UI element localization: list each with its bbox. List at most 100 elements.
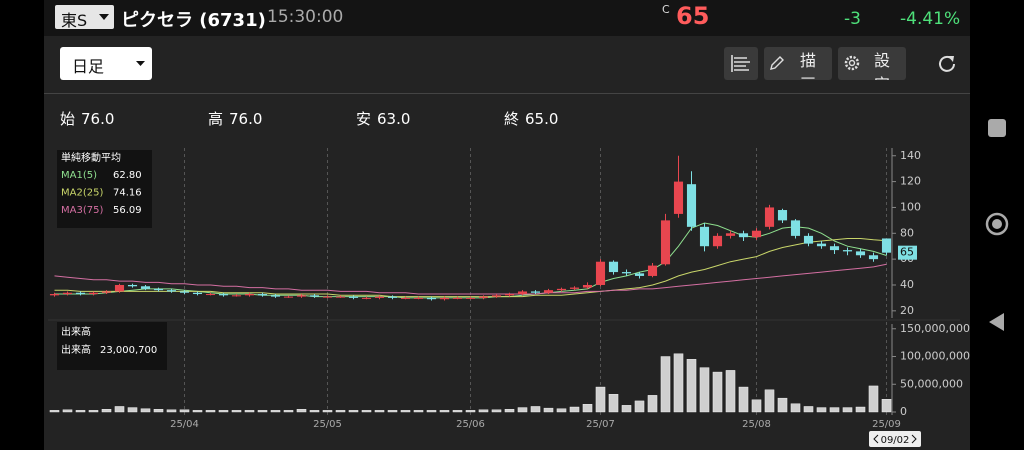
candle-body — [270, 295, 281, 297]
volume-title: 出来高 — [61, 325, 91, 338]
volume-bar — [127, 407, 138, 413]
volume-bar — [361, 410, 372, 413]
volume-bar — [283, 410, 294, 413]
volume-bar — [881, 399, 892, 413]
gear-icon — [844, 55, 860, 71]
volume-bar — [166, 409, 177, 413]
volume-bar — [738, 386, 749, 413]
refresh-button[interactable] — [937, 53, 957, 73]
volume-bar — [816, 407, 827, 413]
stock-name: ピクセラ (6731) — [121, 10, 266, 31]
y-tick-label: 20 — [900, 304, 914, 317]
volume-bar — [62, 409, 73, 413]
volume-bar — [517, 407, 528, 413]
volume-bar — [803, 406, 814, 413]
volume-bar — [634, 400, 645, 413]
candle-body — [465, 297, 476, 299]
volume-bar — [673, 353, 684, 413]
volume-bar — [608, 394, 619, 413]
list-icon — [731, 55, 750, 72]
volume-bar — [790, 403, 801, 413]
exchange-select[interactable]: 東S — [55, 5, 114, 30]
volume-bar — [322, 410, 333, 413]
y-tick-label: 80 — [900, 226, 914, 239]
candle-body — [777, 210, 788, 221]
cursor-arrow-left — [873, 434, 879, 444]
candle-body — [764, 207, 775, 227]
price: 65 — [676, 2, 710, 30]
ohlc-value: 76.0 — [229, 110, 263, 128]
candle-body — [348, 296, 359, 298]
candle-body — [114, 284, 125, 292]
volume-bar — [595, 386, 606, 413]
cursor-date-box — [869, 431, 921, 447]
candle-body — [374, 296, 385, 298]
candle-body — [140, 286, 151, 289]
candle-body — [543, 290, 554, 293]
cursor-date: 09/02 — [881, 435, 910, 446]
candle-body — [88, 292, 99, 295]
candle-body — [426, 297, 437, 300]
volume-legend-value: 23,000,700 — [100, 345, 157, 356]
volume-bar — [647, 395, 658, 413]
candle-body — [244, 294, 255, 296]
candle-body — [621, 272, 632, 274]
y-tick-label: 0 — [900, 405, 907, 418]
volume-bar — [244, 410, 255, 413]
volume-bar — [140, 408, 151, 413]
candle-body — [400, 297, 411, 299]
volume-bar — [452, 410, 463, 413]
volume-bar — [348, 410, 359, 413]
candle-body — [504, 294, 515, 296]
candle-body — [322, 296, 333, 298]
x-tick-label: 25/04 — [170, 419, 199, 430]
candle-body — [634, 273, 645, 276]
price-flag: C — [662, 3, 670, 16]
volume-bar — [413, 410, 424, 413]
settings-button[interactable]: 設定 — [838, 47, 906, 80]
x-tick-label: 25/07 — [586, 419, 615, 430]
volume-bar — [530, 406, 541, 413]
ma-line — [54, 263, 887, 295]
volume-bar — [491, 409, 502, 413]
volume-bar — [335, 410, 346, 413]
volume-bar — [777, 397, 788, 413]
candle-body — [361, 297, 372, 299]
candle-body — [387, 296, 398, 298]
volume-bar — [751, 399, 762, 413]
ohlc-value: 63.0 — [377, 110, 411, 128]
candle-body — [75, 292, 86, 295]
volume-bar — [218, 410, 229, 413]
draw-label: 描画 — [800, 51, 817, 80]
volume-bar — [231, 410, 242, 413]
y-tick-label: 140 — [900, 149, 921, 162]
period-select[interactable]: 日足 — [60, 47, 152, 80]
candle-body — [608, 261, 619, 273]
dropdown-icon — [136, 61, 145, 66]
volume-bar — [374, 410, 385, 413]
candle-body — [868, 255, 879, 260]
ohlc-value: 65.0 — [525, 110, 559, 128]
candle-body — [452, 297, 463, 299]
volume-bar — [439, 410, 450, 413]
candle-body — [829, 246, 840, 251]
ohlc-item: 高 76.0 — [208, 108, 262, 129]
volume-bar — [101, 409, 112, 413]
legend-value: 56.09 — [113, 205, 142, 216]
ohlc-label: 安 — [356, 110, 372, 128]
candle-body — [218, 294, 229, 296]
candle-body — [530, 291, 541, 293]
candle-body — [257, 294, 268, 296]
indicator-button[interactable] — [724, 47, 758, 80]
candle-body — [647, 265, 658, 276]
volume-bar — [621, 405, 632, 413]
volume-bar — [192, 410, 203, 413]
volume-bar — [114, 406, 125, 413]
candle-body — [101, 291, 112, 293]
dropdown-icon — [99, 14, 109, 20]
draw-button[interactable]: 描画 — [764, 47, 832, 80]
volume-bar — [49, 410, 60, 413]
volume-bar — [569, 406, 580, 413]
separator — [44, 93, 970, 94]
